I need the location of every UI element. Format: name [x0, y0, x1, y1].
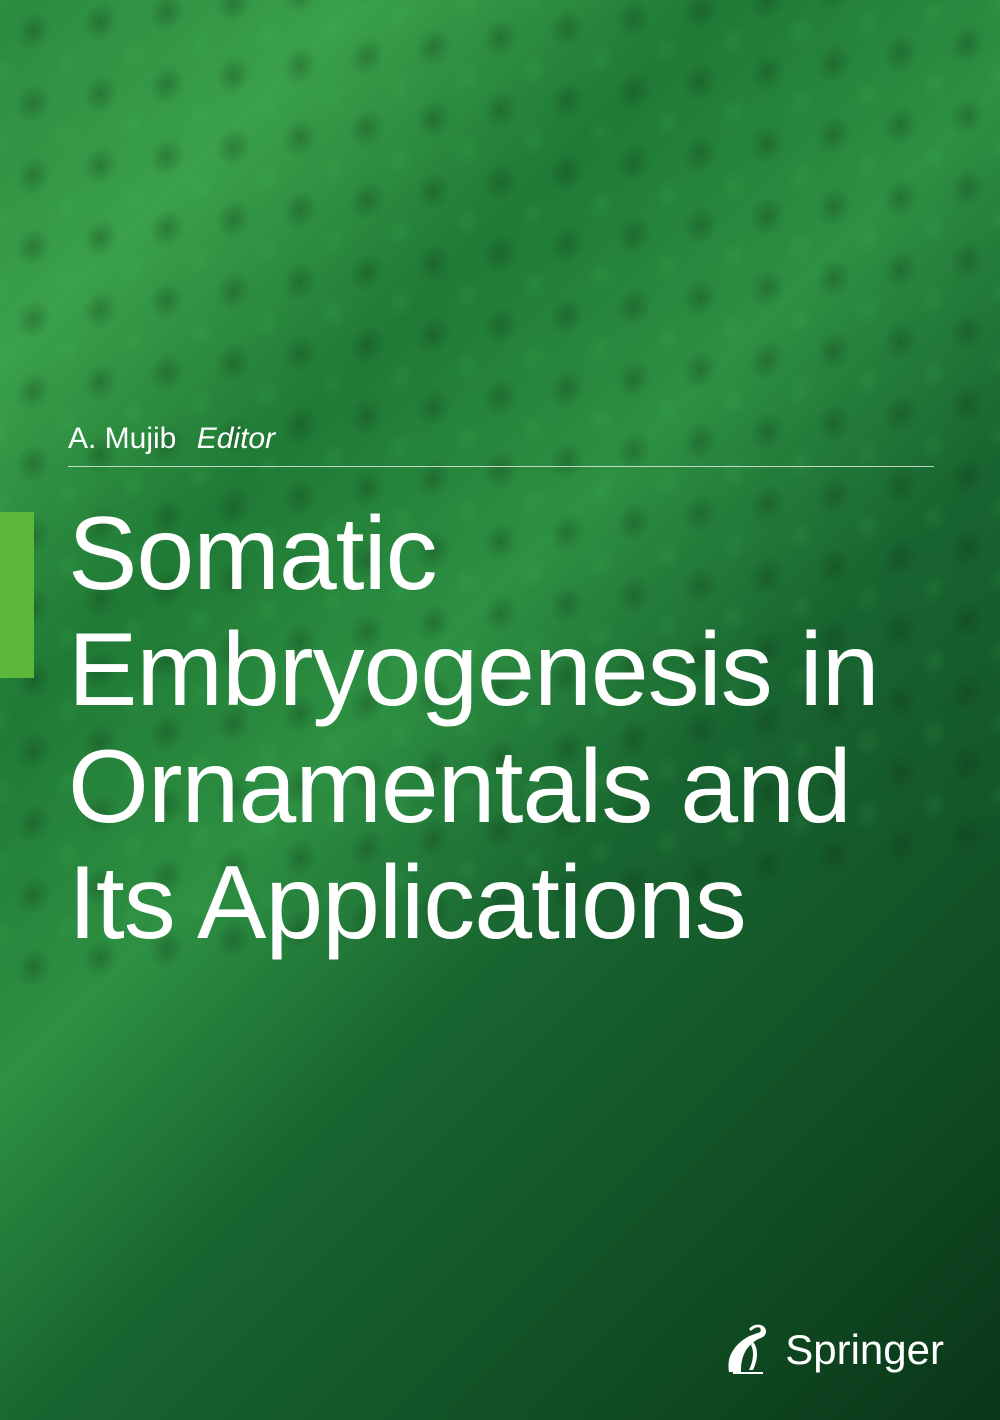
book-title: Somatic Embryogenesis in Ornamentals and… [68, 496, 968, 962]
editor-line: A. Mujib Editor [68, 422, 275, 456]
spine-accent-tab [0, 512, 34, 678]
publisher-name: Springer [785, 1326, 944, 1374]
book-cover: A. Mujib Editor Somatic Embryogenesis in… [0, 0, 1000, 1420]
divider-rule [68, 466, 934, 467]
springer-horse-icon [719, 1322, 771, 1378]
editor-role: Editor [197, 422, 275, 455]
editor-name: A. Mujib [68, 422, 176, 455]
publisher-block: Springer [719, 1322, 944, 1378]
